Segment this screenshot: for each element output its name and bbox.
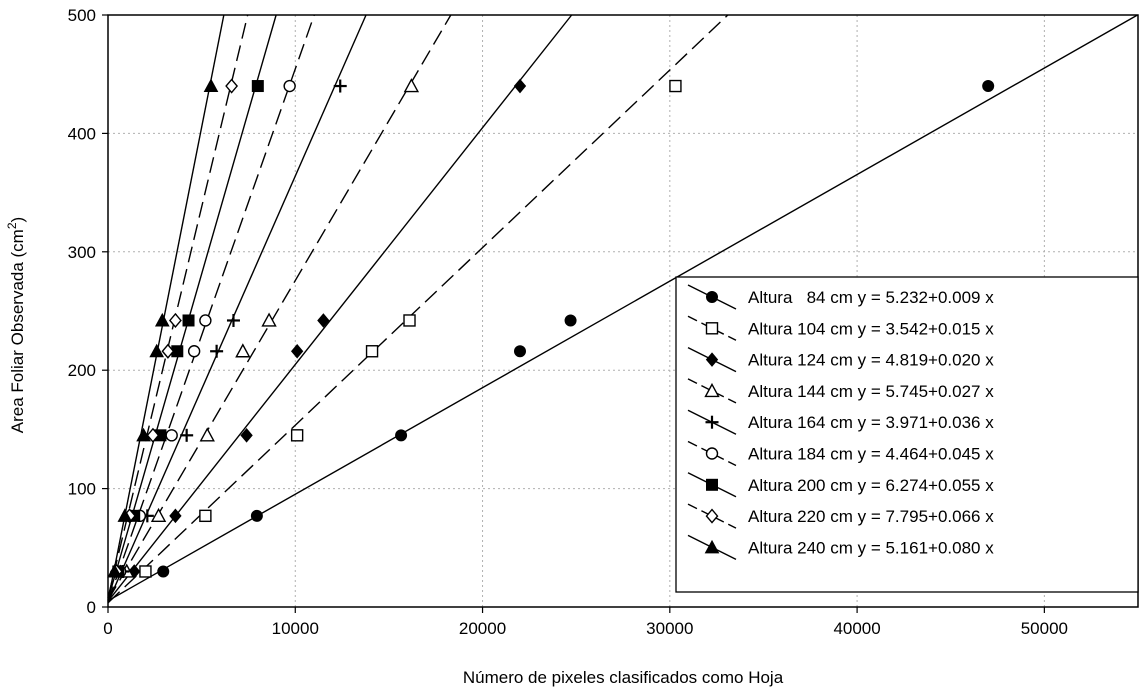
data-point bbox=[513, 78, 527, 94]
data-point bbox=[180, 428, 194, 442]
axis-ticks: 0 10000 20000 30000 40000 50000 0 100 200 300 400 5… bbox=[68, 6, 1068, 638]
data-point bbox=[169, 508, 182, 524]
y-axis-title-superscript: 2 bbox=[5, 222, 19, 229]
data-point bbox=[136, 427, 151, 442]
fit-line bbox=[107, 14, 315, 602]
legend-line-sample bbox=[687, 440, 737, 467]
legend-label: Altura 144 cm y = 5.745+0.027 x bbox=[748, 382, 994, 401]
legend: Altura 84 cm y = 5.232+0.009 x Altura 104… bbox=[675, 276, 1139, 593]
data-point bbox=[226, 313, 240, 327]
y-tick-label: 200 bbox=[68, 361, 96, 380]
data-point bbox=[199, 509, 212, 523]
data-point bbox=[169, 312, 182, 329]
x-tick-label: 20000 bbox=[459, 619, 506, 638]
y-axis-title: Area Foliar Observada (cm2) bbox=[5, 217, 27, 433]
data-point bbox=[403, 314, 416, 327]
data-point bbox=[290, 343, 304, 359]
data-point bbox=[149, 343, 165, 358]
y-tick-label: 300 bbox=[68, 243, 96, 262]
data-point bbox=[139, 565, 152, 578]
legend-label: Altura 164 cm y = 3.971+0.036 x bbox=[748, 413, 994, 432]
data-point bbox=[210, 344, 224, 358]
legend-marker bbox=[706, 478, 718, 491]
fit-line bbox=[107, 14, 249, 598]
data-point bbox=[251, 80, 264, 93]
data-point bbox=[199, 427, 215, 442]
data-point bbox=[146, 427, 160, 443]
data-point bbox=[199, 314, 212, 327]
x-tick-label: 30000 bbox=[646, 619, 693, 638]
y-axis-title-main: Area Foliar Observada (cm bbox=[8, 229, 27, 433]
data-point bbox=[165, 429, 178, 442]
data-point bbox=[317, 313, 330, 328]
fit-line bbox=[107, 14, 573, 602]
x-tick-label: 40000 bbox=[833, 619, 880, 638]
y-tick-label: 400 bbox=[68, 124, 96, 143]
x-tick-label: 50000 bbox=[1021, 619, 1068, 638]
legend-label: Altura 220 cm y = 7.795+0.066 x bbox=[748, 507, 994, 526]
fit-line bbox=[107, 14, 729, 604]
fit-line bbox=[107, 14, 1138, 602]
fit-lines bbox=[107, 14, 1138, 604]
data-point bbox=[403, 78, 420, 93]
legend-marker bbox=[705, 352, 719, 367]
data-points bbox=[107, 78, 995, 580]
fit-line bbox=[107, 14, 452, 601]
data-point bbox=[290, 429, 304, 442]
fit-line bbox=[107, 14, 367, 603]
legend-marker bbox=[705, 415, 719, 429]
data-point bbox=[669, 79, 682, 93]
data-point bbox=[250, 509, 263, 522]
legend-marker bbox=[705, 508, 719, 524]
data-point bbox=[154, 312, 170, 327]
legend-label: Altura 84 cm y = 5.232+0.009 x bbox=[748, 288, 994, 307]
data-point bbox=[235, 343, 251, 358]
data-point bbox=[240, 428, 253, 443]
x-axis-title: Número de pixeles clasificados como Hoja bbox=[463, 668, 784, 687]
y-tick-label: 0 bbox=[87, 598, 96, 617]
data-point bbox=[283, 79, 296, 93]
x-tick-label: 10000 bbox=[272, 619, 319, 638]
y-axis-title-suffix: ) bbox=[8, 217, 27, 223]
data-point bbox=[564, 314, 577, 327]
legend-marker bbox=[704, 382, 720, 398]
data-point bbox=[161, 343, 175, 359]
data-point bbox=[225, 78, 239, 94]
fit-line bbox=[107, 14, 225, 602]
data-point bbox=[203, 78, 219, 93]
legend-line-sample bbox=[687, 378, 737, 404]
data-point bbox=[107, 563, 122, 578]
legend-marker bbox=[705, 322, 719, 335]
data-point bbox=[187, 345, 201, 358]
legend-label: Altura 104 cm y = 3.542+0.015 x bbox=[748, 319, 994, 338]
legend-box bbox=[675, 276, 1139, 593]
legend-line-sample bbox=[687, 315, 737, 341]
legend-marker bbox=[704, 539, 720, 554]
data-point bbox=[150, 507, 167, 523]
legend-label: Altura 124 cm y = 4.819+0.020 x bbox=[748, 351, 994, 370]
legend-label: Altura 240 cm y = 5.161+0.080 x bbox=[748, 538, 994, 557]
data-point bbox=[261, 312, 277, 327]
y-tick-label: 100 bbox=[68, 480, 96, 499]
x-tick-label: 0 bbox=[103, 619, 112, 638]
fit-line bbox=[107, 14, 277, 600]
legend-label: Altura 184 cm y = 4.464+0.045 x bbox=[748, 445, 994, 464]
legend-label: Altura 200 cm y = 6.274+0.055 x bbox=[748, 476, 994, 495]
data-point bbox=[395, 429, 408, 442]
data-point bbox=[333, 79, 347, 93]
data-point bbox=[982, 80, 995, 93]
y-tick-label: 500 bbox=[68, 6, 96, 25]
legend-marker bbox=[705, 447, 719, 460]
data-point bbox=[514, 345, 526, 358]
data-point bbox=[365, 345, 379, 358]
legend-line-sample bbox=[687, 503, 737, 529]
legend-marker bbox=[706, 291, 718, 303]
data-point bbox=[182, 314, 195, 327]
data-point bbox=[117, 508, 133, 522]
data-point bbox=[157, 565, 170, 578]
